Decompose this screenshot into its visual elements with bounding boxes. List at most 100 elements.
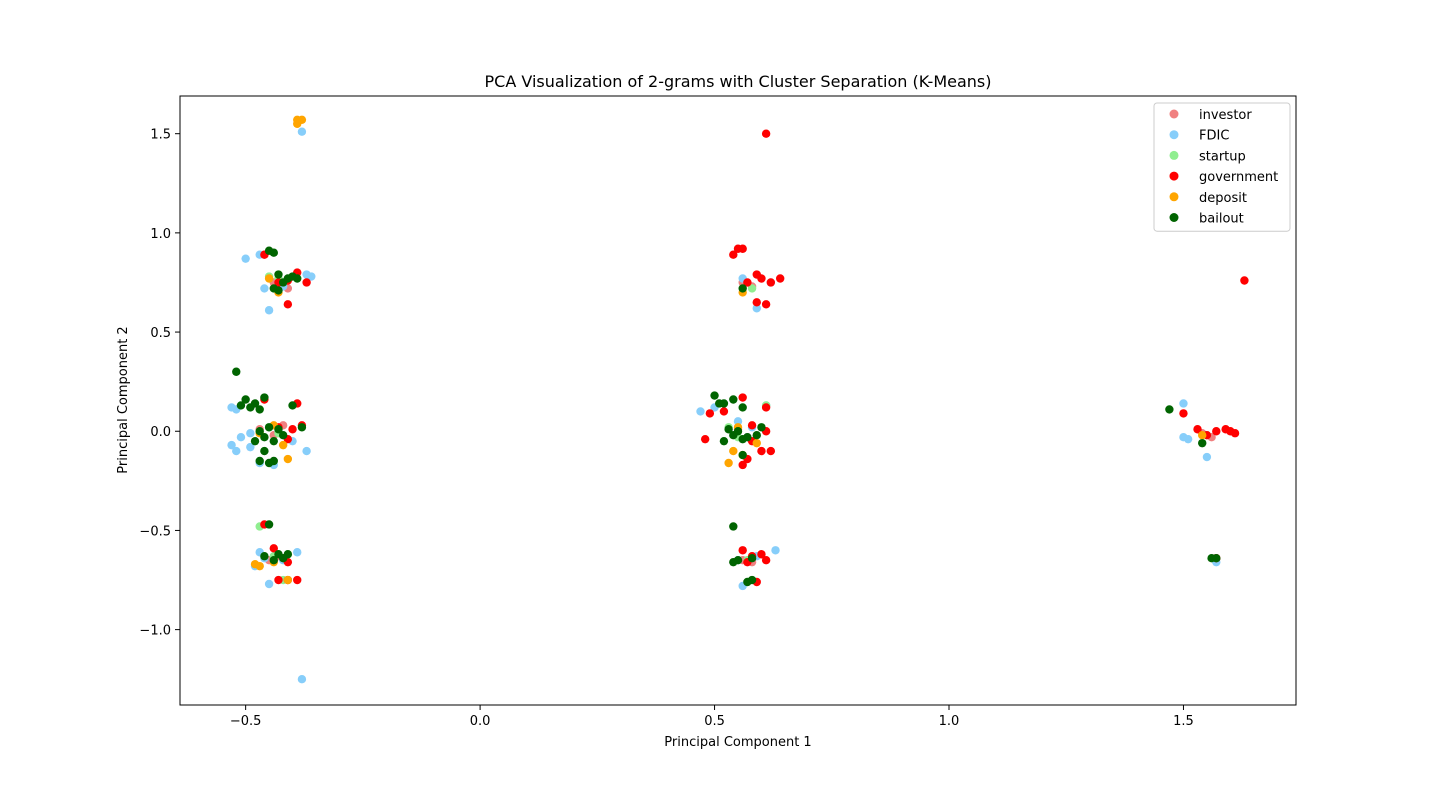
y-tick-label: 0.5	[150, 326, 171, 341]
point-bailout	[232, 367, 241, 376]
point-bailout	[293, 274, 302, 283]
point-bailout	[297, 423, 307, 432]
point-deposit	[283, 575, 293, 585]
point-bailout	[236, 401, 246, 410]
x-axis-label: Principal Component 1	[664, 735, 811, 750]
point-government	[293, 575, 302, 585]
point-FDIC	[297, 127, 307, 136]
point-FDIC	[241, 254, 250, 263]
point-FDIC	[232, 446, 241, 456]
point-bailout	[729, 522, 738, 531]
plot-frame	[179, 95, 1297, 706]
point-government	[761, 555, 771, 565]
legend-label-startup: startup	[1199, 149, 1246, 164]
point-FDIC	[260, 284, 269, 293]
point-startup	[747, 284, 757, 293]
series-investor	[255, 250, 1216, 567]
series-bailout	[232, 246, 1221, 587]
point-government	[283, 300, 293, 309]
point-FDIC	[236, 433, 246, 442]
point-deposit	[752, 438, 761, 448]
point-government	[738, 546, 747, 555]
legend-label-government: government	[1199, 170, 1278, 185]
point-FDIC	[227, 440, 236, 450]
legend-marker-startup	[1169, 150, 1179, 160]
point-bailout	[274, 425, 283, 434]
legend: investor FDIC startup government deposit bail…	[1153, 102, 1291, 232]
point-deposit	[264, 274, 274, 283]
legend-marker-investor	[1169, 109, 1179, 119]
point-FDIC	[771, 546, 780, 555]
point-government	[274, 575, 283, 585]
x-tick-label: 1.0	[939, 714, 960, 729]
y-tick-label: 1.5	[150, 128, 171, 143]
point-bailout	[738, 284, 747, 293]
point-bailout	[241, 395, 250, 404]
point-FDIC	[264, 579, 274, 589]
point-bailout	[1198, 438, 1207, 448]
point-government	[757, 446, 766, 456]
legend-label-investor: investor	[1199, 108, 1252, 123]
point-bailout	[747, 554, 757, 563]
point-government	[1193, 425, 1202, 434]
y-tick-label: 0.0	[150, 425, 171, 440]
point-FDIC	[1179, 399, 1188, 408]
point-government	[752, 298, 761, 307]
point-bailout	[260, 446, 269, 456]
legend-label-FDIC: FDIC	[1199, 129, 1229, 144]
point-bailout	[288, 401, 297, 410]
point-bailout	[738, 450, 747, 460]
point-government	[302, 278, 311, 287]
point-bailout	[260, 393, 269, 402]
point-FDIC	[1183, 434, 1193, 444]
point-FDIC	[293, 548, 302, 557]
point-government	[700, 434, 710, 444]
point-government	[761, 300, 771, 309]
point-deposit	[255, 561, 264, 571]
point-bailout	[710, 391, 719, 400]
point-deposit	[297, 115, 307, 125]
point-government	[1179, 409, 1188, 418]
point-government	[1230, 429, 1240, 438]
point-government	[776, 274, 785, 283]
point-bailout	[269, 456, 278, 466]
point-bailout	[724, 425, 733, 434]
point-government	[761, 129, 771, 138]
y-tick-label: −1.0	[139, 624, 171, 639]
point-bailout	[246, 403, 255, 412]
point-bailout	[269, 284, 278, 293]
point-FDIC	[696, 407, 705, 416]
point-bailout	[743, 577, 752, 587]
point-FDIC	[264, 306, 274, 315]
point-FDIC	[297, 675, 307, 684]
x-tick-label: 1.5	[1173, 714, 1194, 729]
point-bailout	[733, 555, 743, 565]
point-government	[719, 407, 729, 416]
point-bailout	[729, 395, 738, 404]
point-bailout	[255, 405, 264, 414]
point-FDIC	[246, 442, 255, 452]
point-government	[738, 393, 747, 402]
series-startup	[255, 272, 1212, 585]
point-bailout	[719, 436, 729, 446]
point-bailout	[743, 433, 752, 442]
point-bailout	[269, 555, 278, 565]
legend-marker-government	[1169, 171, 1179, 181]
point-FDIC	[302, 270, 311, 279]
point-FDIC	[302, 446, 311, 456]
point-bailout	[269, 436, 278, 446]
x-tick-label: −0.5	[230, 714, 262, 729]
series-deposit	[250, 115, 1207, 585]
point-FDIC	[1202, 452, 1212, 462]
point-deposit	[1198, 431, 1207, 440]
point-government	[1212, 427, 1221, 436]
point-government	[738, 244, 747, 253]
point-deposit	[729, 446, 738, 456]
point-bailout	[260, 433, 269, 442]
legend-label-bailout: bailout	[1199, 212, 1244, 227]
point-bailout	[1207, 554, 1216, 563]
point-bailout	[752, 431, 761, 440]
point-government	[743, 278, 752, 287]
legend-marker-FDIC	[1169, 130, 1179, 140]
